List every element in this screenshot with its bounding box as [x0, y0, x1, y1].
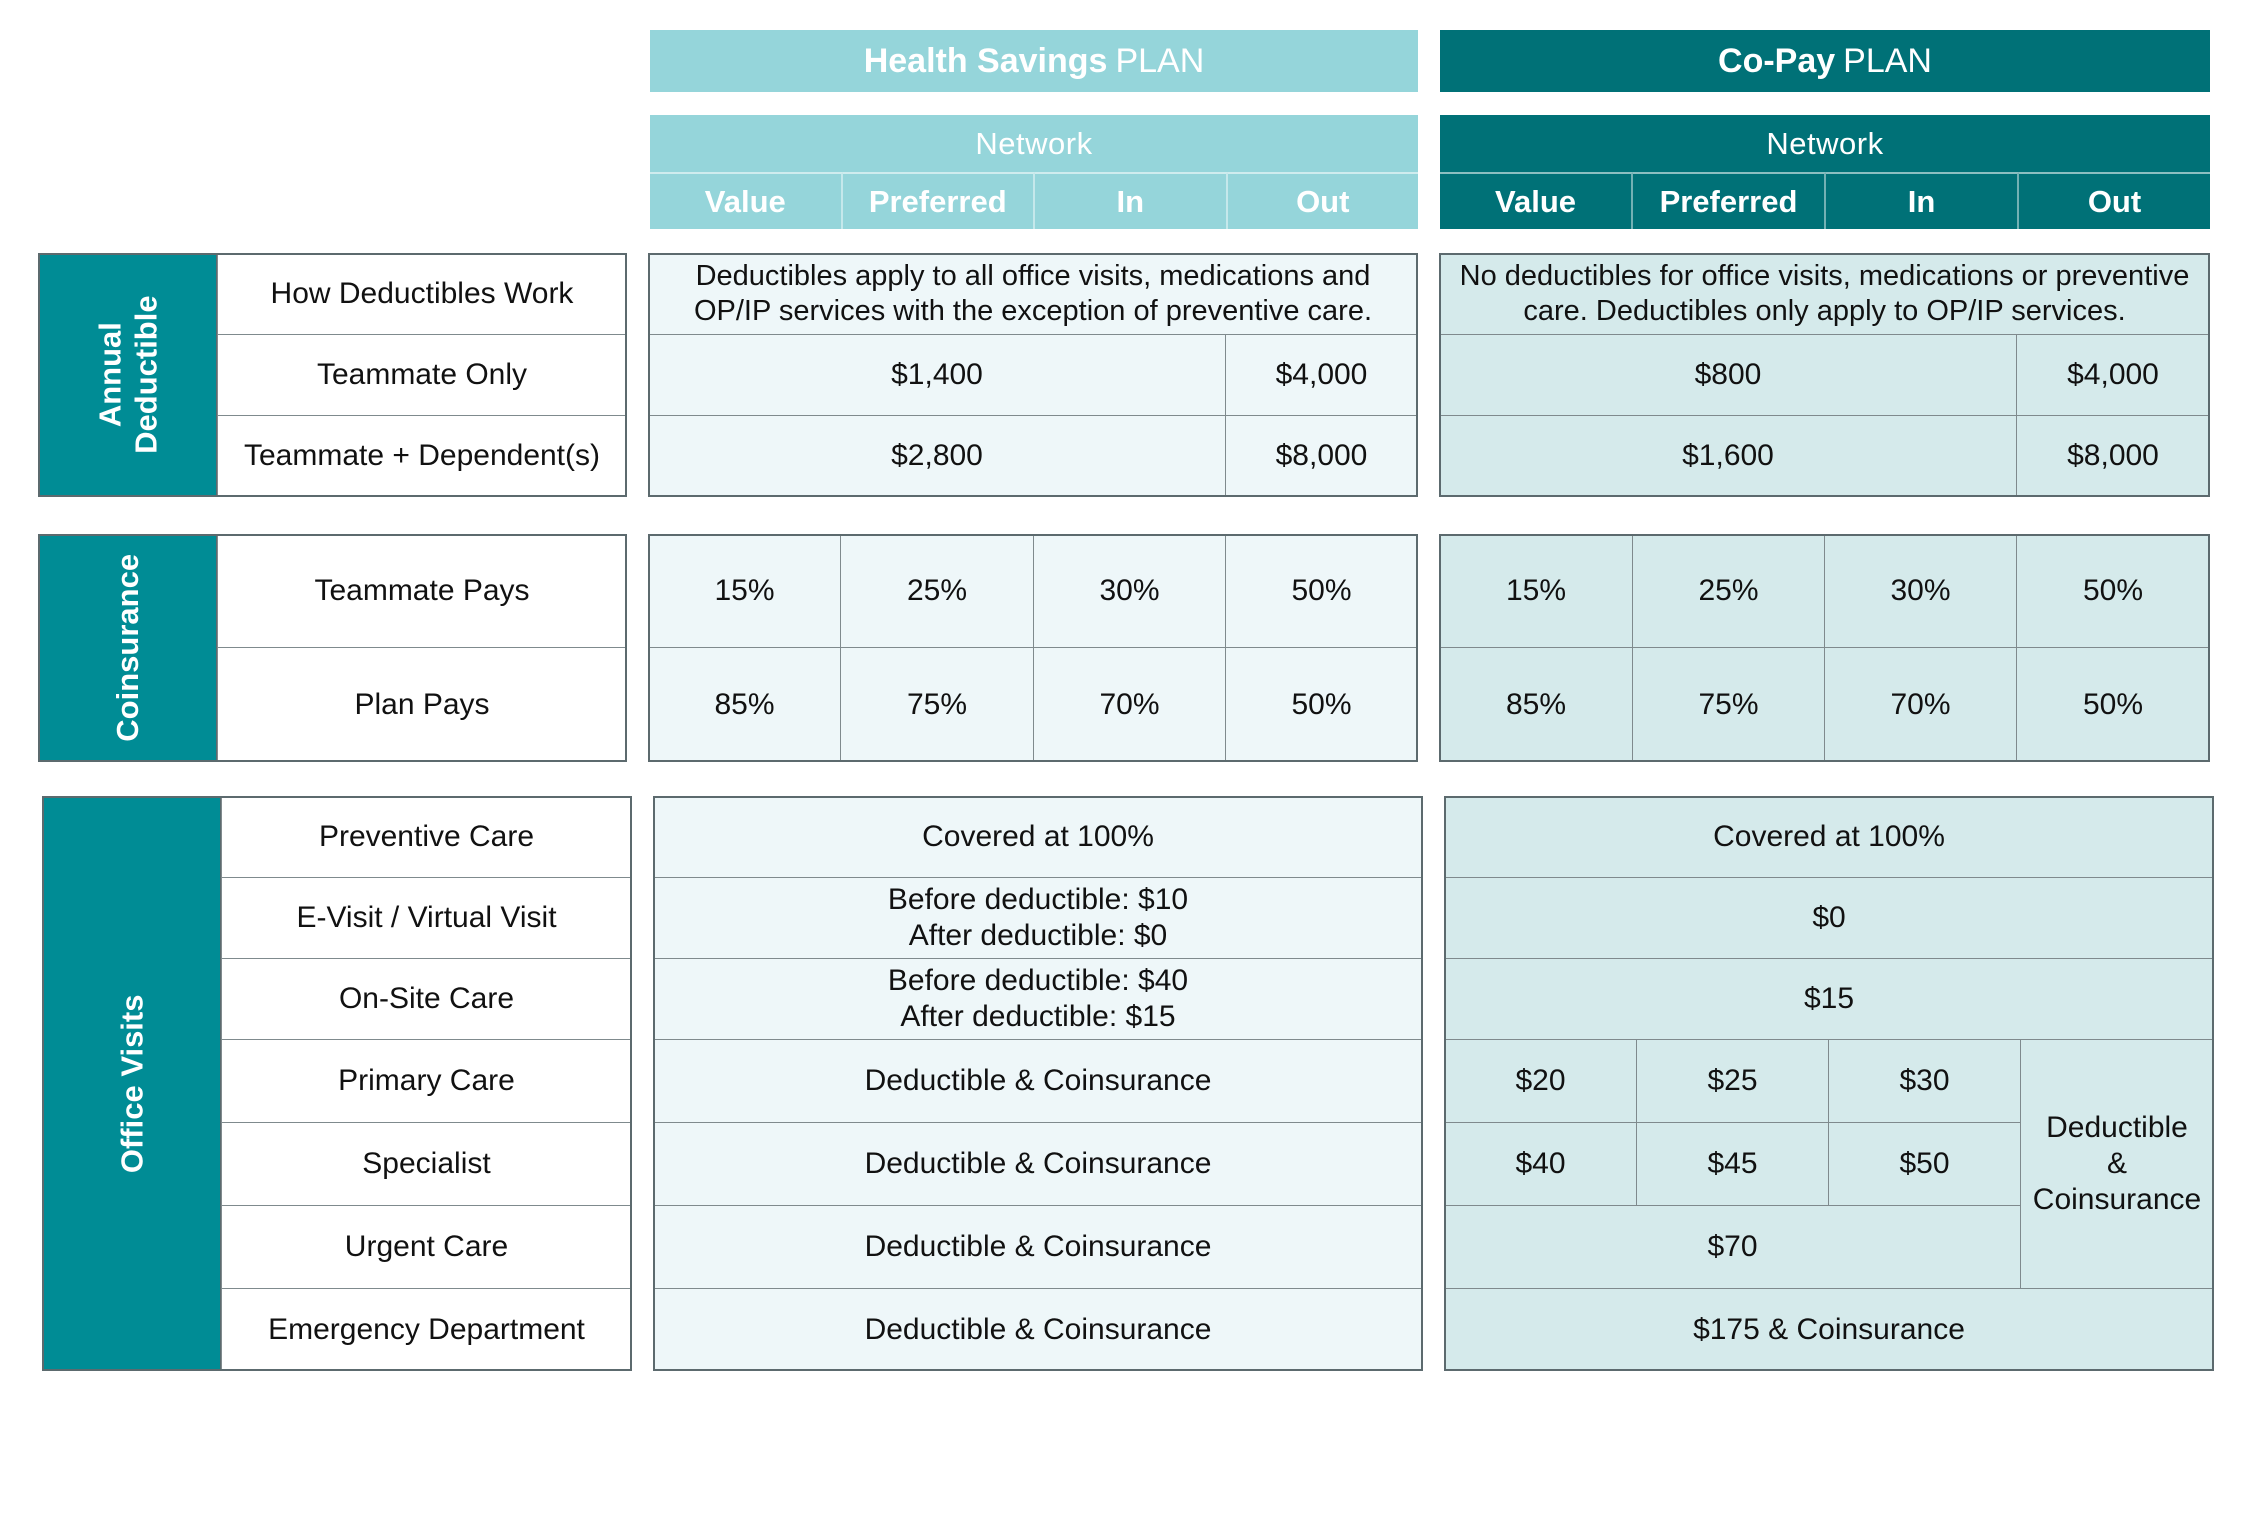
- copay-plan-suffix: PLAN: [1843, 41, 1932, 80]
- copay-how-deductibles-text: No deductibles for office visits, medica…: [1439, 253, 2210, 335]
- copay-evisit: $0: [1444, 877, 2214, 959]
- copay-primary-care-preferred: $25: [1636, 1039, 1829, 1123]
- copay-tier-row: Value Preferred In Out: [1440, 172, 2210, 229]
- teammate-dependent-label: Teammate + Dependent(s): [217, 415, 627, 497]
- office-visits-label-text: Office Visits: [114, 994, 150, 1173]
- hsa-teammate-pays-preferred: 25%: [840, 534, 1034, 648]
- hsa-teammate-dep-network: $2,800: [648, 415, 1226, 497]
- copay-tier-in: In: [1826, 172, 2019, 229]
- hsa-onsite-line1: Before deductible: $40: [887, 964, 1189, 997]
- hsa-plan-header: Health Savings PLAN: [650, 30, 1418, 92]
- copay-out-line3: Coinsurance: [2032, 1183, 2202, 1216]
- copay-teammate-pays-value: 15%: [1439, 534, 1633, 648]
- hsa-teammate-pays-out: 50%: [1225, 534, 1418, 648]
- copay-plan-pays-value: 85%: [1439, 647, 1633, 762]
- copay-plan-pays-out: 50%: [2016, 647, 2210, 762]
- copay-teammate-only-network: $800: [1439, 334, 2017, 416]
- copay-out-line1: Deductible: [2046, 1111, 2188, 1144]
- copay-network-header: Network: [1440, 115, 2210, 172]
- teammate-only-label: Teammate Only: [217, 334, 627, 416]
- copay-specialist-value: $40: [1444, 1122, 1637, 1206]
- copay-teammate-pays-in: 30%: [1824, 534, 2017, 648]
- hsa-teammate-pays-value: 15%: [648, 534, 841, 648]
- hsa-how-deductibles-text: Deductibles apply to all office visits, …: [648, 253, 1418, 335]
- hsa-teammate-only-out: $4,000: [1225, 334, 1418, 416]
- hsa-plan-pays-out: 50%: [1225, 647, 1418, 762]
- hsa-teammate-pays-in: 30%: [1033, 534, 1226, 648]
- hsa-evisit: Before deductible: $10 After deductible:…: [653, 877, 1423, 959]
- hsa-how-line1: Deductibles apply to all office visits, …: [695, 260, 1371, 293]
- specialist-label: Specialist: [221, 1122, 632, 1206]
- copay-teammate-pays-preferred: 25%: [1632, 534, 1825, 648]
- office-visits-section-label: Office Visits: [42, 796, 222, 1371]
- emergency-department-label: Emergency Department: [221, 1288, 632, 1371]
- hsa-primary-care: Deductible & Coinsurance: [653, 1039, 1423, 1123]
- annual-deductible-label-line2: Deductible: [128, 295, 163, 455]
- hsa-plan-suffix: PLAN: [1115, 41, 1205, 80]
- hsa-preventive-care: Covered at 100%: [653, 796, 1423, 878]
- hsa-specialist: Deductible & Coinsurance: [653, 1122, 1423, 1206]
- hsa-how-line2: OP/IP services with the exception of pre…: [693, 295, 1373, 327]
- hsa-evisit-line2: After deductible: $0: [908, 919, 1168, 952]
- hsa-tier-preferred: Preferred: [842, 172, 1035, 229]
- hsa-tier-value: Value: [650, 172, 843, 229]
- copay-primary-care-in: $30: [1828, 1039, 2021, 1123]
- urgent-care-label: Urgent Care: [221, 1205, 632, 1289]
- hsa-onsite-line2: After deductible: $15: [900, 1000, 1176, 1033]
- primary-care-label: Primary Care: [221, 1039, 632, 1123]
- hsa-onsite-care: Before deductible: $40 After deductible:…: [653, 958, 1423, 1040]
- copay-how-line2: care. Deductibles only apply to OP/IP se…: [1523, 295, 2126, 327]
- copay-out-line2: &: [2106, 1147, 2127, 1180]
- copay-out-deductible-coinsurance: Deductible & Coinsurance: [2020, 1039, 2214, 1289]
- hsa-plan-name: Health Savings: [863, 41, 1108, 80]
- annual-deductible-label-line1: Annual: [92, 322, 128, 428]
- hsa-tier-row: Value Preferred In Out: [650, 172, 1418, 229]
- preventive-care-label: Preventive Care: [221, 796, 632, 878]
- copay-preventive-care: Covered at 100%: [1444, 796, 2214, 878]
- copay-urgent-care: $70: [1444, 1205, 2021, 1289]
- hsa-evisit-line1: Before deductible: $10: [887, 883, 1189, 916]
- coinsurance-label-text: Coinsurance: [110, 554, 146, 742]
- hsa-tier-in: In: [1035, 172, 1228, 229]
- annual-deductible-section-label: Annual Deductible: [38, 253, 218, 497]
- hsa-emergency-department: Deductible & Coinsurance: [653, 1288, 1423, 1371]
- hsa-plan-pays-preferred: 75%: [840, 647, 1034, 762]
- copay-teammate-pays-out: 50%: [2016, 534, 2210, 648]
- teammate-pays-label: Teammate Pays: [217, 534, 627, 648]
- copay-primary-care-value: $20: [1444, 1039, 1637, 1123]
- copay-tier-preferred: Preferred: [1633, 172, 1826, 229]
- copay-teammate-dep-out: $8,000: [2016, 415, 2210, 497]
- copay-plan-name: Co-Pay: [1718, 41, 1836, 80]
- hsa-plan-pays-value: 85%: [648, 647, 841, 762]
- copay-teammate-dep-network: $1,600: [1439, 415, 2017, 497]
- copay-tier-value: Value: [1440, 172, 1633, 229]
- copay-specialist-preferred: $45: [1636, 1122, 1829, 1206]
- onsite-care-label: On-Site Care: [221, 958, 632, 1040]
- copay-plan-header: Co-Pay PLAN: [1440, 30, 2210, 92]
- plan-pays-label: Plan Pays: [217, 647, 627, 762]
- copay-teammate-only-out: $4,000: [2016, 334, 2210, 416]
- copay-plan-pays-in: 70%: [1824, 647, 2017, 762]
- hsa-network-header: Network: [650, 115, 1418, 172]
- hsa-plan-pays-in: 70%: [1033, 647, 1226, 762]
- hsa-teammate-dep-out: $8,000: [1225, 415, 1418, 497]
- how-deductibles-work-label: How Deductibles Work: [217, 253, 627, 335]
- coinsurance-section-label: Coinsurance: [38, 534, 218, 762]
- copay-tier-out: Out: [2019, 172, 2210, 229]
- hsa-urgent-care: Deductible & Coinsurance: [653, 1205, 1423, 1289]
- copay-onsite-care: $15: [1444, 958, 2214, 1040]
- evisit-label: E-Visit / Virtual Visit: [221, 877, 632, 959]
- hsa-tier-out: Out: [1227, 172, 1418, 229]
- copay-how-line1: No deductibles for office visits, medica…: [1459, 260, 2190, 293]
- copay-plan-pays-preferred: 75%: [1632, 647, 1825, 762]
- copay-specialist-in: $50: [1828, 1122, 2021, 1206]
- copay-emergency-department: $175 & Coinsurance: [1444, 1288, 2214, 1371]
- hsa-teammate-only-network: $1,400: [648, 334, 1226, 416]
